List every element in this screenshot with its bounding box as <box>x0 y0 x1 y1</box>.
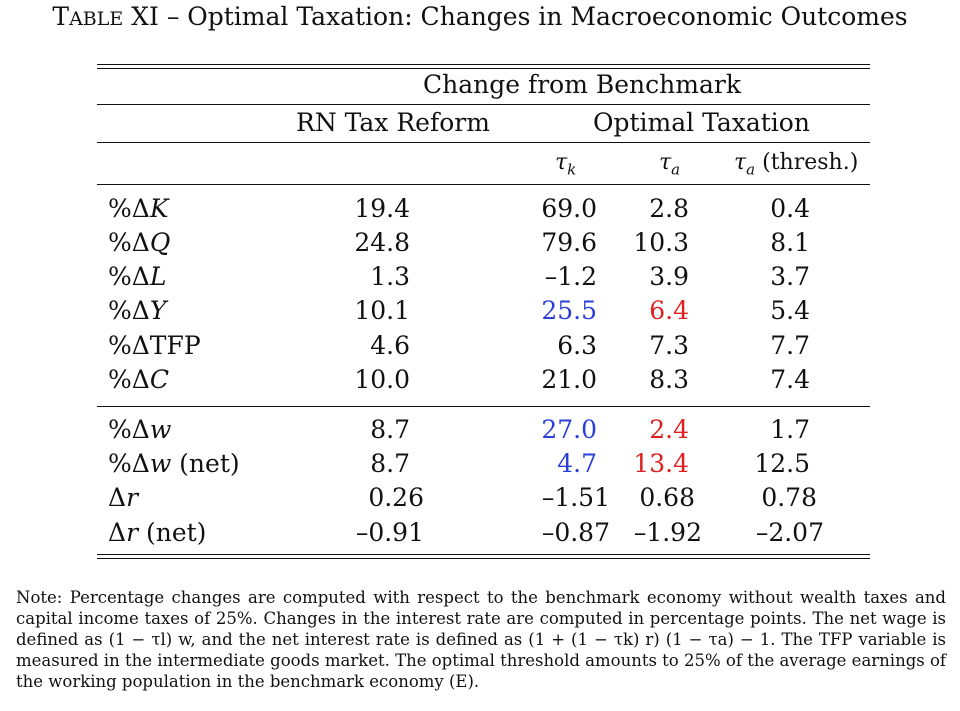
cell-tk: 79.6 <box>541 228 597 257</box>
cell-tk: 6.3 <box>557 331 597 360</box>
cell-tk: 21.0 <box>541 365 597 394</box>
row-label: %ΔTFP <box>108 331 201 360</box>
cell-rn: 10.1 <box>354 296 410 325</box>
subheader-tau-a-thresh: τa (thresh.) <box>734 150 859 179</box>
cell-th: 7.7 <box>770 331 810 360</box>
section-rule <box>97 406 870 407</box>
cell-tk: –1.2 <box>544 262 597 291</box>
group-header: Change from Benchmark <box>423 70 741 99</box>
cell-th: 8.1 <box>770 228 810 257</box>
cell-ta: 8.3 <box>649 365 689 394</box>
row-label: %ΔY <box>108 296 167 325</box>
cell-rn: 19.4 <box>354 194 410 223</box>
cell-ta: 7.3 <box>649 331 689 360</box>
cell-th: 0.78 <box>761 483 817 512</box>
cell-tk: –1.51 <box>541 483 610 512</box>
cell-th: 3.7 <box>770 262 810 291</box>
cell-rn: 24.8 <box>354 228 410 257</box>
row-label: Δr <box>108 483 139 512</box>
cell-rn: 1.3 <box>370 262 410 291</box>
row-label: Δr (net) <box>108 518 207 547</box>
cell-ta: 2.4 <box>649 415 689 444</box>
row-label: %Δw <box>108 415 172 444</box>
col-header-rn: RN Tax Reform <box>296 108 490 137</box>
header-bottom-rule <box>97 184 870 185</box>
colhead-rule <box>97 142 870 143</box>
cell-ta: 0.68 <box>639 483 695 512</box>
cell-ta: –1.92 <box>633 518 702 547</box>
cell-th: 5.4 <box>770 296 810 325</box>
cell-rn: 8.7 <box>370 449 410 478</box>
table-number: TABLE XI <box>52 2 159 31</box>
subheader-tau-a: τa <box>659 150 681 179</box>
cell-tk: 25.5 <box>541 296 597 325</box>
row-label: %Δw (net) <box>108 449 240 478</box>
cell-ta: 10.3 <box>633 228 689 257</box>
cell-tk: –0.87 <box>541 518 610 547</box>
table-title: TABLE XI – Optimal Taxation: Changes in … <box>0 2 960 31</box>
group-rule <box>97 104 870 105</box>
cell-rn: –0.91 <box>355 518 424 547</box>
table-title-text: – Optimal Taxation: Changes in Macroecon… <box>166 2 908 31</box>
col-header-optimal: Optimal Taxation <box>593 108 810 137</box>
table-note: Note: Percentage changes are computed wi… <box>16 588 947 691</box>
cell-th: 1.7 <box>770 415 810 444</box>
top-rule-1 <box>97 64 870 65</box>
cell-rn: 8.7 <box>370 415 410 444</box>
cell-th: 0.4 <box>770 194 810 223</box>
cell-ta: 2.8 <box>649 194 689 223</box>
cell-th: 12.5 <box>754 449 810 478</box>
cell-tk: 69.0 <box>541 194 597 223</box>
row-label: %ΔC <box>108 365 169 394</box>
cell-tk: 27.0 <box>541 415 597 444</box>
cell-th: –2.07 <box>755 518 824 547</box>
cell-rn: 0.26 <box>368 483 424 512</box>
subheader-tau-k: τk <box>555 150 577 179</box>
top-rule-2 <box>97 68 870 69</box>
cell-rn: 10.0 <box>354 365 410 394</box>
bottom-rule-1 <box>97 554 870 555</box>
cell-tk: 4.7 <box>557 449 597 478</box>
bottom-rule-2 <box>97 558 870 559</box>
cell-ta: 13.4 <box>633 449 689 478</box>
cell-ta: 6.4 <box>649 296 689 325</box>
row-label: %ΔQ <box>108 228 171 257</box>
cell-rn: 4.6 <box>370 331 410 360</box>
row-label: %ΔK <box>108 194 169 223</box>
cell-ta: 3.9 <box>649 262 689 291</box>
row-label: %ΔL <box>108 262 167 291</box>
cell-th: 7.4 <box>770 365 810 394</box>
